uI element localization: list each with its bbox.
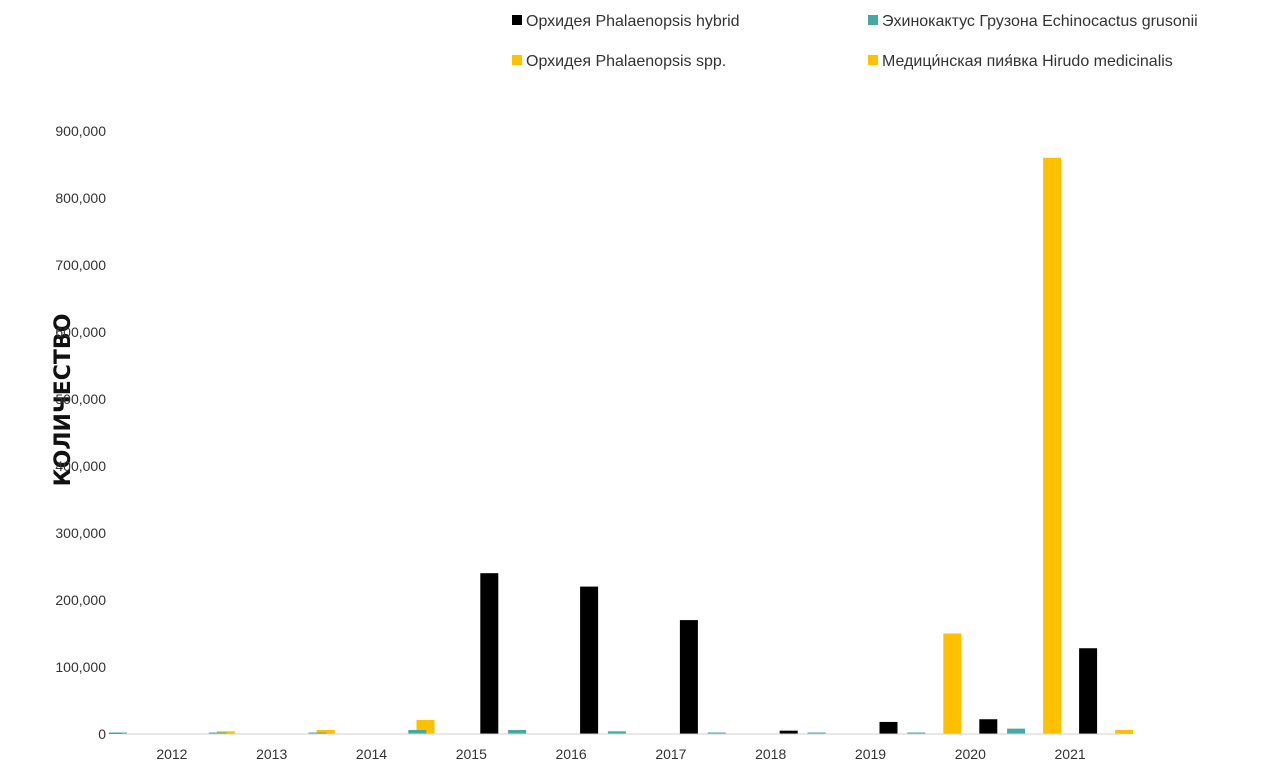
legend-label: Медици́нская пия́вка Hirudo medicinalis — [882, 53, 1173, 70]
legend-item: Орхидея Phalaenopsis hybrid — [512, 13, 740, 30]
legend-label: Орхидея Phalaenopsis spp. — [526, 53, 726, 70]
legend-item: Эхинокактус Грузона Echinocactus grusoni… — [868, 13, 1198, 30]
bar — [1043, 158, 1061, 734]
x-tick-label: 2021 — [1055, 746, 1086, 761]
legend-swatch — [512, 55, 522, 65]
bar — [680, 620, 698, 734]
x-tick-label: 2018 — [755, 746, 786, 761]
bar — [780, 731, 798, 734]
legend-swatch — [512, 15, 522, 25]
y-tick-label: 400,000 — [55, 458, 106, 474]
y-tick-label: 0 — [98, 726, 106, 742]
x-axis: 2012 2013 2014 2015 2016 2017 2018 2019 2020 2021 — [156, 746, 1086, 761]
y-tick-label: 900,000 — [55, 123, 106, 139]
bar — [979, 719, 997, 734]
bar — [580, 587, 598, 734]
bar — [880, 722, 898, 734]
x-tick-label: 2020 — [955, 746, 986, 761]
x-tick-label: 2015 — [456, 746, 487, 761]
legend-label: Эхинокактус Грузона Echinocactus grusoni… — [882, 13, 1198, 30]
bar — [408, 730, 426, 734]
legend-swatch — [868, 55, 878, 65]
x-tick-label: 2012 — [156, 746, 187, 761]
y-tick-label: 800,000 — [55, 190, 106, 206]
x-tick-label: 2016 — [556, 746, 587, 761]
legend: Орхидея Phalaenopsis hybrid Эхинокактус Г… — [512, 13, 1198, 70]
y-tick-label: 200,000 — [55, 592, 106, 608]
bar — [943, 634, 961, 735]
y-tick-label: 300,000 — [55, 525, 106, 541]
y-tick-label: 100,000 — [55, 659, 106, 675]
bar — [508, 730, 526, 734]
legend-label: Орхидея Phalaenopsis hybrid — [526, 13, 740, 30]
x-tick-label: 2014 — [356, 746, 387, 761]
bars — [109, 158, 1133, 734]
y-tick-label: 500,000 — [55, 391, 106, 407]
bar — [480, 573, 498, 734]
y-tick-label: 700,000 — [55, 257, 106, 273]
x-tick-label: 2019 — [855, 746, 886, 761]
bar — [1115, 730, 1133, 734]
legend-swatch — [868, 15, 878, 25]
bar — [1079, 648, 1097, 734]
x-tick-label: 2013 — [256, 746, 287, 761]
legend-item: Орхидея Phalaenopsis spp. — [512, 53, 726, 70]
x-tick-label: 2017 — [655, 746, 686, 761]
bar — [1007, 729, 1025, 734]
y-tick-label: 600,000 — [55, 324, 106, 340]
legend-item: Медици́нская пия́вка Hirudo medicinalis — [868, 53, 1173, 70]
